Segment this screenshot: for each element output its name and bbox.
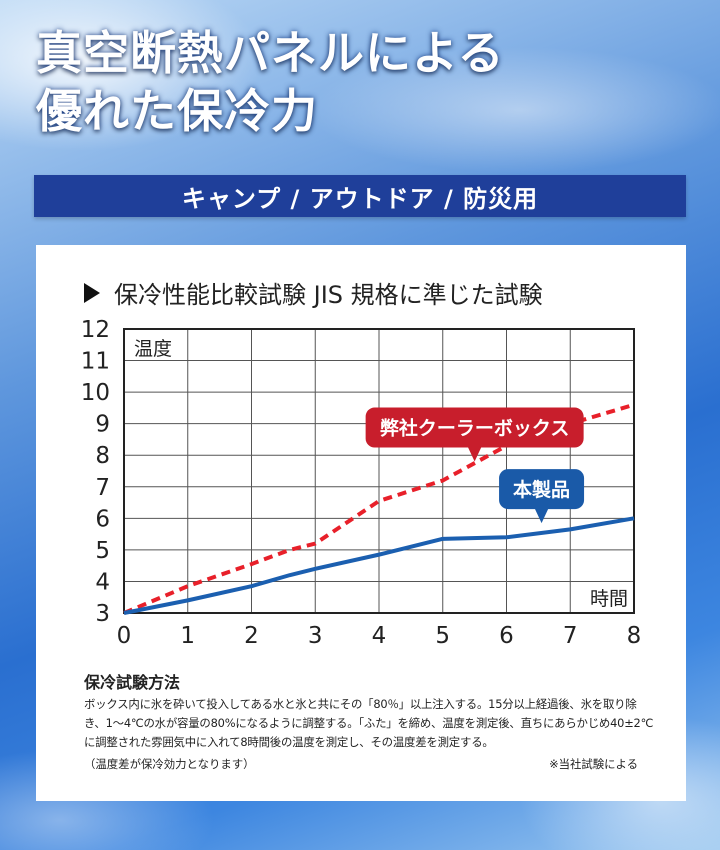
series-callout-product: 本製品 (499, 469, 585, 524)
callout-box (365, 407, 584, 448)
method-body: ボックス内に氷を砕いて投入してある水と氷と共にその「80％」以上注入する。15分… (84, 697, 654, 749)
usage-banner-text: キャンプ / アウトドア / 防災用 (181, 184, 539, 213)
method-title: 保冷試験方法 (84, 673, 181, 692)
y-axis-label: 温度 (134, 338, 172, 360)
callout-label: 本製品 (513, 478, 570, 501)
series-callout-competitor: 弊社クーラーボックス (365, 407, 584, 462)
x-tick-label: 6 (499, 623, 514, 649)
y-tick-label: 6 (95, 506, 110, 532)
y-tick-label: 12 (81, 317, 110, 343)
y-tick-label: 5 (95, 538, 110, 564)
x-tick-label: 3 (308, 623, 323, 649)
chart-panel: 3 4 5 6 7 8 9 10 11 12 0 1 2 3 4 5 6 7 8 温度 時間 弊社クーラーボックス 本製品 … (36, 245, 686, 801)
series-line-product (123, 516, 635, 615)
callout-pointer (534, 508, 549, 524)
plot-frame (123, 328, 635, 614)
x-tick-label: 0 (117, 623, 132, 649)
x-tick-label: 4 (372, 623, 387, 649)
headline: 真空断熱パネルによる 優れた保冷力 (36, 24, 505, 140)
callout-box (499, 469, 585, 510)
x-axis-label: 時間 (590, 588, 628, 610)
x-tick-label: 2 (244, 623, 259, 649)
headline-line-1: 真空断熱パネルによる (36, 26, 505, 80)
chart-title-text: 保冷性能比較試験 JIS 規格に準じた試験 (114, 281, 543, 309)
y-tick-label: 9 (95, 412, 110, 438)
method-note: （温度差が保冷効力となります） (84, 757, 255, 771)
method-source: ※当社試験による (549, 757, 638, 771)
y-tick-label: 10 (81, 380, 110, 406)
y-tick-label: 8 (95, 443, 110, 469)
y-tick-label: 3 (95, 601, 110, 627)
callout-label: 弊社クーラーボックス (380, 417, 569, 440)
y-tick-label: 11 (81, 349, 110, 375)
y-tick-label: 4 (95, 569, 110, 595)
usage-banner: キャンプ / アウトドア / 防災用 (34, 175, 686, 217)
triangle-bullet-icon (84, 282, 100, 303)
x-tick-label: 1 (180, 623, 195, 649)
chart-title: 保冷性能比較試験 JIS 規格に準じた試験 (84, 275, 543, 310)
x-tick-label: 5 (435, 623, 450, 649)
x-tick-label: 7 (563, 623, 578, 649)
callout-pointer (467, 446, 482, 462)
x-tick-label: 8 (627, 623, 642, 649)
y-tick-label: 7 (95, 475, 110, 501)
headline-line-2: 優れた保冷力 (36, 84, 318, 138)
